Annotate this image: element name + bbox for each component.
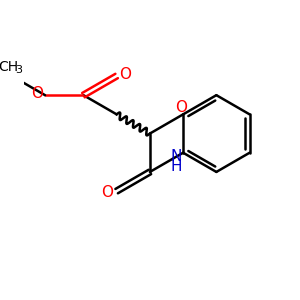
Text: O: O (31, 86, 43, 101)
Text: O: O (119, 67, 131, 82)
Text: H: H (170, 159, 182, 174)
Text: N: N (170, 149, 182, 164)
Text: O: O (175, 100, 187, 115)
Text: O: O (101, 185, 113, 200)
Text: 3: 3 (16, 65, 22, 76)
Text: CH: CH (0, 60, 18, 74)
